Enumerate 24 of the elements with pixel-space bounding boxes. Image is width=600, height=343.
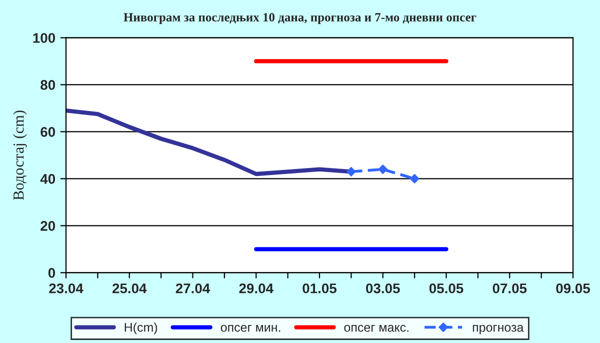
y-tick-label: 20: [40, 221, 56, 231]
y-tick-label: 0: [48, 268, 56, 278]
point: [346, 167, 356, 176]
x-tick-label: 01.05: [302, 283, 336, 294]
chart-title: Нивограм за последњих 10 дана, прогноза и 7-мо дневни опсег: [124, 13, 476, 24]
x-tick-label: 05.05: [429, 283, 464, 294]
y-tick-label: 40: [40, 174, 56, 184]
legend-label: H(cm): [124, 322, 158, 334]
x-tick-label: 09.05: [556, 283, 590, 294]
x-tick-label: 25.04: [112, 283, 147, 294]
x-tick-label: 29.04: [239, 283, 274, 294]
x-tick-label: 03.05: [366, 283, 400, 294]
point: [410, 174, 420, 184]
x-tick-label: 27.04: [176, 283, 210, 294]
point: [378, 164, 388, 174]
x-tick-label: 23.04: [49, 283, 84, 294]
x-tick-label: 07.05: [492, 283, 527, 294]
y-tick-label: 60: [40, 127, 56, 137]
legend-label: прогноза: [472, 324, 524, 334]
y-tick-label: 80: [40, 80, 56, 90]
y-axis-title: Водостај (cm): [13, 110, 27, 200]
y-tick-label: 100: [33, 33, 56, 43]
legend-label: опсег макс.: [344, 324, 408, 332]
legend-label: опсег мин.: [220, 324, 280, 332]
